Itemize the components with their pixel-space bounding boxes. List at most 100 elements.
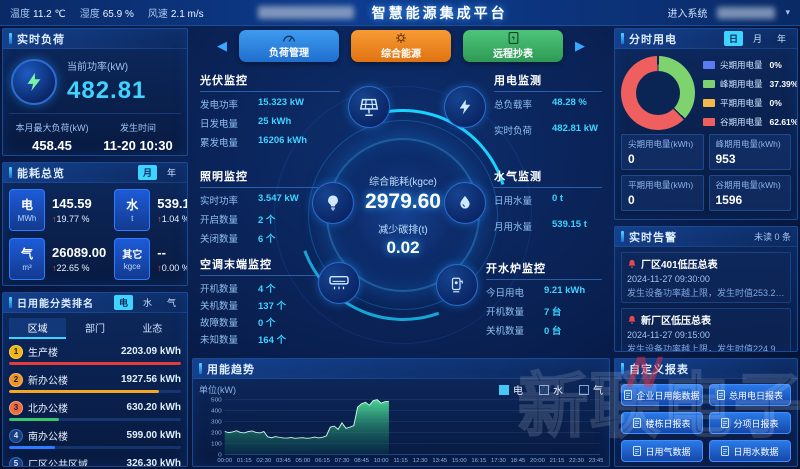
rank-bar <box>9 446 181 449</box>
trend-area-chart[interactable]: 0 100 200 300 400 500 00:00 01:15 02:30 03:45 05:0… <box>199 397 603 464</box>
section-power-monitoring: 用电监测 总负载率 48.28 % 实时负荷 482.81 kW <box>444 72 612 142</box>
carbon-reduction-label: 减少碳排(t) <box>378 224 428 236</box>
svg-text:16:15: 16:15 <box>471 458 486 464</box>
svg-text:05:00: 05:00 <box>296 458 311 464</box>
svg-text:02:30: 02:30 <box>256 458 271 464</box>
gauge-icon <box>283 35 295 42</box>
max-load: 本月最大负荷(kW) 458.45 <box>15 123 89 153</box>
legend-swatch <box>703 98 715 107</box>
section-lighting-monitoring: 照明监控 实时功率 3.547 kW 开启数量 2 个 关闭数量 6 个 <box>200 168 396 250</box>
up-arrow-icon: ↑ <box>52 262 57 273</box>
rank-badge: 1 <box>9 344 23 359</box>
title-accent <box>621 231 624 242</box>
tab-gas[interactable]: 气 <box>166 298 176 308</box>
svg-text:22:30: 22:30 <box>569 458 584 464</box>
panel-energy-ranking: 日用能分类排名 电 水 气 区域 部门 业态 1 生产楼 2203.09 kWh <box>2 292 188 467</box>
current-power-value: 482.81 <box>67 77 147 104</box>
occur-time: 发生时间 11-20 10:30 <box>103 123 173 153</box>
tab-electric[interactable]: 电 <box>113 295 133 310</box>
carousel-right-arrow-icon[interactable]: ▶ <box>575 38 585 53</box>
stat-sharp: 尖期用电量(kWh) 0 <box>621 134 704 170</box>
title-accent <box>9 33 12 44</box>
panel-title: 实时告警 <box>629 231 677 244</box>
up-arrow-icon: ↑ <box>157 262 162 273</box>
energy-item-electric: 电 MWh 145.59 ↑19.77 % <box>9 188 106 231</box>
panel-title: 自定义报表 <box>629 363 689 376</box>
title-accent <box>9 167 12 178</box>
col-tab-region[interactable]: 区域 <box>9 318 67 339</box>
stat-peak: 峰期用电量(kWh) 953 <box>708 134 791 170</box>
svg-text:06:15: 06:15 <box>315 458 330 464</box>
section-boiler-monitoring: 开水炉监控 今日用电 9.21 kWh 开机数量 7 台 关机数量 0 台 <box>436 260 612 342</box>
enter-system-link[interactable]: 进入系统 <box>667 9 708 20</box>
document-icon <box>721 446 730 456</box>
report-button-building-daily[interactable]: 楼栋日报表 <box>621 412 703 434</box>
legend-swatch <box>703 60 715 69</box>
chevron-down-icon[interactable]: ▾ <box>785 7 790 17</box>
energy-item-other: 其它 kgce -- ↑0.00 % <box>114 237 187 280</box>
tab-year[interactable]: 年 <box>776 34 786 44</box>
air-conditioner-icon <box>318 262 360 304</box>
panel-title: 能耗总览 <box>17 167 65 180</box>
checkbox-icon <box>579 384 589 395</box>
topbar: 温度 11.2 ℃ 湿度 65.9 % 风速 2.1 m/s 智慧能源集成平台 进入系… <box>0 0 800 26</box>
alarm-item[interactable]: 厂区401低压总表 2024-11-27 09:30:00 发生设备功率越上限，… <box>621 252 791 303</box>
svg-text:500: 500 <box>211 397 222 404</box>
trend-legend: 电 水 气 <box>499 382 603 397</box>
alarm-item[interactable]: 新厂区低压总表 2024-11-27 09:15:00 发生设备功率越上限，发生… <box>621 308 791 351</box>
report-button-total-power-daily[interactable]: 总用电日报表 <box>709 384 791 406</box>
svg-text:03:45: 03:45 <box>276 458 291 464</box>
rank-badge: 5 <box>9 456 23 466</box>
tab-day[interactable]: 日 <box>723 31 743 46</box>
legend-gas-checkbox[interactable]: 气 <box>579 382 603 397</box>
load-management-button[interactable]: 负荷管理 <box>239 30 339 62</box>
panel-custom-reports: 自定义报表 企业日用能数据 总用电日报表 楼栋日报表 分项日报表 <box>614 358 798 467</box>
water-boiler-icon <box>436 264 478 306</box>
document-icon <box>624 390 633 400</box>
ranking-column-tabs: 区域 部门 业态 <box>9 318 181 339</box>
lightning-icon <box>11 58 57 105</box>
report-button-enterprise-daily-energy[interactable]: 企业日用能数据 <box>621 384 703 406</box>
weather-strip: 温度 11.2 ℃ 湿度 65.9 % 风速 2.1 m/s <box>10 5 204 20</box>
rank-badge: 3 <box>9 400 23 415</box>
stat-flat: 平期用电量(kWh) 0 <box>621 175 704 211</box>
carbon-reduction-value: 0.02 <box>386 237 420 257</box>
carousel-left-arrow-icon[interactable]: ◀ <box>217 38 227 53</box>
temperature: 温度 11.2 ℃ <box>10 9 66 20</box>
up-arrow-icon: ↑ <box>52 213 57 224</box>
tab-year[interactable]: 年 <box>166 168 176 178</box>
panel-title: 日用能分类排名 <box>17 299 94 310</box>
title-accent <box>199 363 202 374</box>
panel-title: 用能趋势 <box>207 363 255 376</box>
svg-text:08:45: 08:45 <box>354 458 369 464</box>
col-tab-department[interactable]: 部门 <box>84 324 105 335</box>
col-tab-business[interactable]: 业态 <box>142 324 163 335</box>
tab-month[interactable]: 月 <box>752 34 762 44</box>
ranking-row: 3 北办公楼 630.20 kWh <box>9 400 181 421</box>
unread-count: 未读 0 条 <box>753 232 791 242</box>
panel-energy-trend: 用能趋势 单位(kW) 电 水 气 0 100 200 300 400 500 00:00 0… <box>192 358 610 467</box>
panel-realtime-alarms: 实时告警 未读 0 条 厂区401低压总表 2024-11-27 09:30:0… <box>614 226 798 352</box>
donut-legend: 尖期用电量 0% 峰期用电量 37.39% 平期用电量 0% 谷期用电量 62.61% <box>703 59 797 128</box>
svg-text:10:00: 10:00 <box>374 458 389 464</box>
document-icon <box>633 418 642 428</box>
legend-water-checkbox[interactable]: 水 <box>539 382 563 397</box>
report-button-daily-water-data[interactable]: 日用水数据 <box>709 440 791 462</box>
remote-meter-reading-button[interactable]: 远程抄表 <box>463 30 563 62</box>
blurred-username[interactable] <box>717 6 776 19</box>
center-stage: 综合能耗(kgce) 2979.60 减少碳排(t) 0.02 光伏监控 发电功… <box>192 68 612 359</box>
title-accent <box>621 363 624 374</box>
checkbox-icon <box>499 384 509 395</box>
svg-text:01:15: 01:15 <box>237 458 252 464</box>
report-button-subitem-daily[interactable]: 分项日报表 <box>709 412 791 434</box>
water-drop-icon <box>444 182 486 224</box>
tab-month[interactable]: 月 <box>137 165 157 180</box>
stat-valley: 谷期用电量(kWh) 1596 <box>708 175 791 211</box>
report-button-daily-gas-data[interactable]: 日用气数据 <box>621 440 703 462</box>
legend-electric-checkbox[interactable]: 电 <box>499 382 523 397</box>
integrated-energy-button[interactable]: 综合能源 <box>351 30 451 62</box>
svg-text:300: 300 <box>211 419 222 426</box>
document-icon <box>721 418 730 428</box>
tab-water[interactable]: 水 <box>142 298 152 308</box>
